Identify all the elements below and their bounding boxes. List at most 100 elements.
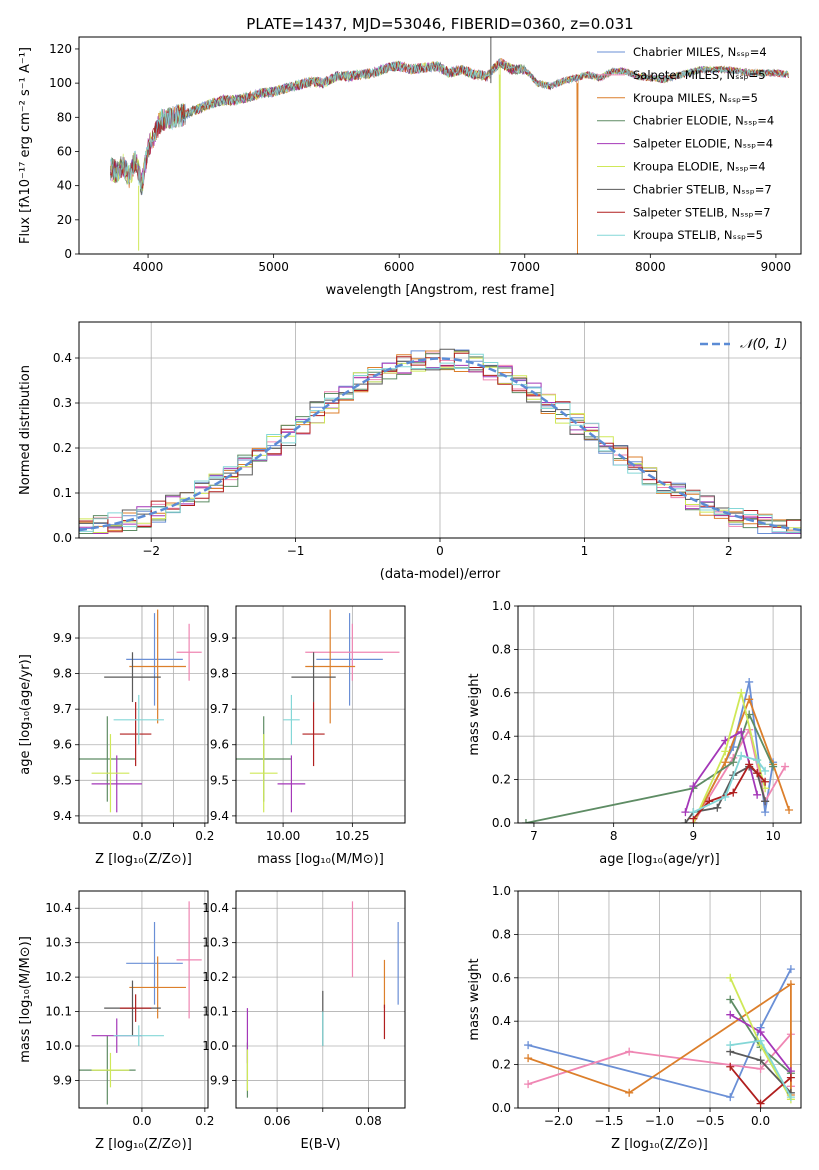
weight-marker bbox=[737, 688, 746, 697]
legend: Chabrier MILES, Nₛₛₚ=4 Salpeter MILES, Nₛ… bbox=[597, 45, 774, 242]
x-tick-label: 2 bbox=[725, 544, 733, 558]
x-tick-label: 0.0 bbox=[132, 829, 151, 843]
weight-marker bbox=[681, 819, 690, 823]
weight-marker bbox=[726, 1093, 735, 1102]
grid-massweight-vs-Z bbox=[518, 890, 801, 1109]
y-tick-label: 9.9 bbox=[210, 631, 229, 645]
legend-entry: Chabrier ELODIE, Nₛₛₚ=4 bbox=[633, 114, 774, 128]
y-tick-label: 9.4 bbox=[210, 809, 229, 823]
weight-marker bbox=[681, 808, 690, 817]
y-axis-label: mass [log₁₀(M/M⊙)] bbox=[18, 936, 33, 1063]
y-axis-label: age [log₁₀(age/yr)] bbox=[18, 654, 33, 775]
legend: 𝒩(0, 1) bbox=[700, 337, 787, 352]
legend-entry: 𝒩(0, 1) bbox=[740, 337, 787, 352]
weight-marker bbox=[729, 758, 738, 767]
x-tick-label: 8000 bbox=[635, 260, 666, 274]
x-tick-label: −1 bbox=[287, 544, 305, 558]
y-tick-label: 9.8 bbox=[53, 667, 72, 681]
y-tick-label: 9.7 bbox=[53, 702, 72, 716]
y-axis-label: mass weight bbox=[467, 958, 482, 1040]
normal-curve bbox=[79, 357, 801, 532]
y-tick-label: 10.4 bbox=[202, 901, 229, 915]
x-axis-label: age [log₁₀(age/yr)] bbox=[599, 852, 720, 867]
panel-residuals: −2 −1 0 1 2 0.0 0.1 0.2 0.3 0.4 (data-model)/error… bbox=[18, 321, 802, 582]
weight-marker bbox=[753, 790, 762, 799]
y-tick-label: 0.4 bbox=[492, 1014, 511, 1028]
axes-frame bbox=[78, 36, 802, 255]
weight-marker bbox=[726, 1010, 735, 1019]
x-tick-label: 0.2 bbox=[195, 1114, 214, 1128]
y-tick-label: 9.8 bbox=[210, 667, 229, 681]
y-tick-label: 0.6 bbox=[492, 686, 511, 700]
plot-area-massweight-vs-Z bbox=[524, 965, 795, 1108]
y-axis-label: Normed distribution bbox=[18, 365, 33, 495]
weight-marker bbox=[737, 727, 746, 736]
axes-frame bbox=[517, 605, 802, 824]
x-tick-label: 9000 bbox=[761, 260, 792, 274]
grid-mass-vs-ebv bbox=[236, 891, 405, 1108]
x-tick-label: 7000 bbox=[509, 260, 540, 274]
x-tick-label: −0.5 bbox=[695, 1114, 724, 1128]
legend-entry: Kroupa MILES, Nₛₛₚ=5 bbox=[633, 91, 758, 105]
legend-entry: Chabrier MILES, Nₛₛₚ=4 bbox=[633, 45, 767, 59]
x-tick-label: −1.0 bbox=[645, 1114, 674, 1128]
x-tick-label: −2 bbox=[142, 544, 160, 558]
weight-marker bbox=[721, 792, 730, 801]
y-tick-label: 60 bbox=[57, 144, 72, 158]
weight-marker bbox=[761, 777, 770, 786]
histogram-step bbox=[79, 352, 801, 533]
x-tick-label: 0.0 bbox=[751, 1114, 770, 1128]
weight-marker bbox=[761, 766, 770, 775]
y-tick-label: 0.8 bbox=[492, 642, 511, 656]
y-tick-label: 10.4 bbox=[45, 901, 72, 915]
weight-marker bbox=[721, 747, 730, 756]
axes-frame bbox=[517, 890, 802, 1109]
weight-marker bbox=[524, 1041, 533, 1050]
y-tick-label: 0.3 bbox=[53, 396, 72, 410]
y-axis-label: Flux [fλ10⁻¹⁷ erg cm⁻² s⁻¹ A⁻¹] bbox=[18, 47, 33, 244]
y-tick-label: 10.3 bbox=[45, 936, 72, 950]
y-tick-label: 100 bbox=[49, 76, 72, 90]
y-tick-label: 9.6 bbox=[210, 738, 229, 752]
weight-line bbox=[527, 968, 792, 1099]
y-tick-label: 10.1 bbox=[45, 1005, 72, 1019]
legend-entry: Salpeter STELIB, Nₛₛₚ=7 bbox=[633, 205, 771, 219]
x-tick-label: −2.0 bbox=[544, 1114, 573, 1128]
figure-title: PLATE=1437, MJD=53046, FIBERID=0360, z=0… bbox=[246, 15, 633, 33]
panel-age-vs-mass: 10.00 10.25 9.4 9.5 9.6 9.7 9.8 9.9 mass [log₁₀(… bbox=[210, 605, 406, 867]
x-tick-label: 6000 bbox=[384, 260, 415, 274]
weight-marker bbox=[753, 756, 762, 765]
y-tick-label: 9.4 bbox=[53, 809, 72, 823]
weight-marker bbox=[726, 1062, 735, 1071]
weight-marker bbox=[756, 1028, 765, 1037]
legend-entry: Kroupa ELODIE, Nₛₛₚ=4 bbox=[633, 160, 766, 174]
legend-entry: Kroupa STELIB, Nₛₛₚ=5 bbox=[633, 228, 763, 242]
y-tick-label: 0.4 bbox=[492, 729, 511, 743]
y-tick-label: 10.2 bbox=[45, 970, 72, 984]
y-tick-label: 40 bbox=[57, 179, 72, 193]
axes-frame bbox=[235, 890, 406, 1109]
x-tick-label: −1.5 bbox=[594, 1114, 623, 1128]
y-tick-label: 0.8 bbox=[492, 927, 511, 941]
weight-marker bbox=[756, 1099, 765, 1108]
y-tick-label: 0.2 bbox=[53, 441, 72, 455]
x-axis-label: wavelength [Angstrom, rest frame] bbox=[326, 283, 555, 298]
x-tick-label: 9 bbox=[690, 829, 698, 843]
y-tick-label: 10.3 bbox=[202, 936, 229, 950]
axes-frame bbox=[78, 890, 209, 1109]
spectrum-line bbox=[110, 60, 789, 254]
histogram-step bbox=[79, 353, 801, 534]
weight-marker bbox=[521, 819, 530, 823]
weight-marker bbox=[524, 1054, 533, 1063]
x-tick-label: 10.25 bbox=[335, 829, 369, 843]
plot-area-spectrum bbox=[110, 37, 789, 254]
weight-marker bbox=[781, 762, 790, 771]
grid-massweight-vs-age bbox=[518, 605, 801, 824]
plot-area-mass-vs-Z bbox=[79, 901, 202, 1105]
weight-marker bbox=[756, 1056, 765, 1065]
panel-mass-vs-Z: 0.0 0.2 9.9 10.0 10.1 10.2 10.3 10.4 Z [log₁₀(Z/… bbox=[18, 890, 214, 1152]
y-tick-label: 9.6 bbox=[53, 738, 72, 752]
y-tick-label: 10.2 bbox=[202, 970, 229, 984]
weight-marker bbox=[713, 803, 722, 812]
